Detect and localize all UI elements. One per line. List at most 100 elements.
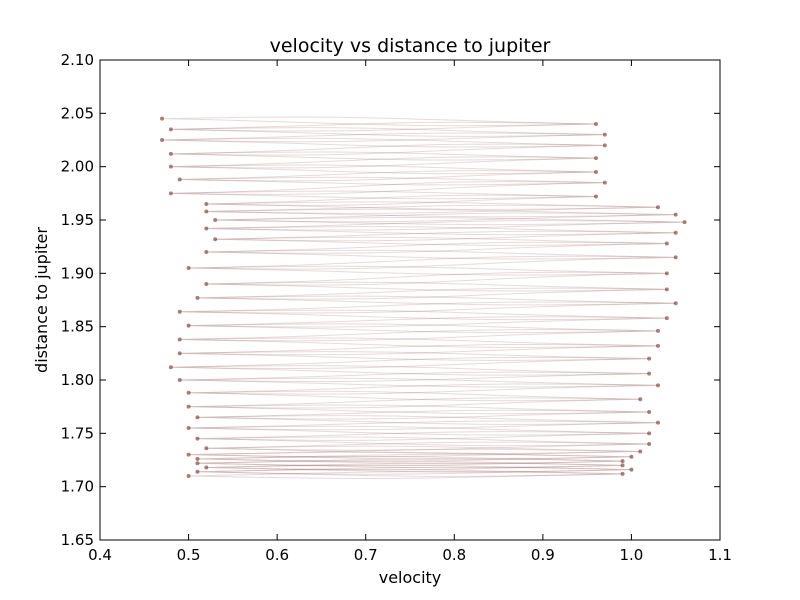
data-point	[594, 170, 598, 174]
data-point	[204, 446, 209, 451]
data-point	[195, 469, 200, 474]
data-point	[594, 122, 598, 126]
y-tick-label: 2.10	[61, 51, 94, 69]
data-point	[620, 463, 625, 468]
data-point	[204, 282, 209, 286]
data-point	[177, 177, 182, 182]
y-axis-label: distance to jupiter	[32, 227, 51, 373]
data-point	[204, 465, 209, 470]
data-point	[620, 471, 625, 476]
trajectory-segment	[197, 431, 650, 441]
y-tick-label: 1.70	[61, 478, 94, 496]
trajectory-segment	[179, 371, 650, 383]
data-point	[204, 226, 209, 231]
y-tick-label: 1.80	[61, 371, 94, 389]
trajectory-segment	[197, 436, 650, 447]
data-point	[168, 127, 173, 132]
data-point	[213, 237, 218, 242]
data-point	[186, 266, 191, 270]
trajectory-segment	[188, 425, 650, 436]
data-point	[638, 449, 643, 454]
data-point	[664, 241, 669, 246]
y-axis: 1.65 1.70 1.75 1.80 1.85 1.90 1.95 2.00 2.05 2.10	[61, 51, 720, 549]
data-point	[186, 390, 191, 395]
data-point	[656, 383, 660, 388]
y-tick-label: 1.90	[61, 264, 94, 282]
data-point	[602, 132, 607, 137]
data-point	[160, 116, 164, 121]
trajectory-segment	[188, 420, 659, 431]
data-point	[168, 164, 173, 169]
plot-area	[160, 116, 687, 479]
y-tick-label: 2.05	[61, 104, 94, 122]
data-point	[177, 309, 182, 314]
trajectory-segment	[197, 415, 659, 425]
y-tick-label: 1.85	[61, 318, 94, 336]
trajectory-segment	[170, 127, 605, 137]
data-point	[213, 218, 218, 222]
data-point	[195, 415, 200, 420]
trajectory-segment	[206, 220, 685, 231]
data-point	[656, 420, 660, 425]
data-point	[647, 431, 652, 436]
data-point	[168, 365, 173, 370]
data-point	[168, 151, 173, 156]
data-point	[620, 459, 625, 464]
data-point	[186, 404, 191, 409]
data-point	[656, 343, 660, 348]
x-tick-label: 0.5	[177, 546, 201, 564]
data-point	[594, 156, 598, 161]
data-point	[594, 194, 598, 199]
data-point	[647, 356, 652, 361]
data-point	[656, 328, 660, 333]
data-point	[673, 230, 678, 235]
data-point	[186, 323, 191, 328]
trajectory-segment	[161, 132, 605, 143]
x-tick-label: 0.7	[354, 546, 378, 564]
data-point	[673, 212, 678, 217]
data-point	[673, 255, 678, 260]
data-point	[647, 442, 652, 446]
data-point	[195, 461, 200, 466]
x-axis-label: velocity	[379, 568, 442, 587]
data-point	[177, 351, 182, 356]
y-tick-label: 1.65	[61, 531, 94, 549]
trajectory-segment	[188, 265, 667, 276]
data-point	[664, 316, 669, 321]
trajectory-segment	[161, 137, 605, 148]
data-point	[638, 397, 643, 402]
data-point	[673, 301, 678, 306]
y-tick-label: 1.95	[61, 211, 94, 229]
trajectory-segment	[188, 397, 641, 409]
data-point	[602, 180, 607, 185]
trajectory-segment	[188, 404, 650, 415]
data-point	[177, 378, 182, 382]
data-point	[204, 202, 209, 206]
trajectory-segment	[170, 121, 597, 132]
data-point	[195, 295, 200, 300]
axes-frame	[99, 59, 721, 541]
trajectory-segment	[206, 194, 597, 206]
trajectory-segment	[161, 116, 597, 127]
x-tick-label: 0.8	[442, 546, 466, 564]
data-point	[195, 456, 200, 461]
x-tick-label: 0.6	[265, 546, 289, 564]
x-axis: 0.4 0.5 0.6 0.7 0.8 0.9 1.0 1.1	[88, 60, 732, 564]
data-point	[177, 337, 182, 342]
x-tick-label: 1.1	[708, 546, 732, 564]
trajectory-segment	[197, 409, 650, 420]
data-point	[186, 474, 191, 478]
data-point	[647, 410, 652, 414]
x-tick-label: 0.9	[531, 546, 555, 564]
data-point	[656, 205, 660, 210]
y-tick-label: 1.75	[61, 424, 94, 442]
data-point	[186, 452, 191, 457]
data-point	[664, 287, 669, 292]
data-point	[160, 138, 164, 142]
data-point	[629, 454, 634, 459]
trajectory-segment	[215, 230, 676, 242]
y-tick-label: 2.00	[61, 158, 94, 176]
data-point	[168, 191, 173, 196]
